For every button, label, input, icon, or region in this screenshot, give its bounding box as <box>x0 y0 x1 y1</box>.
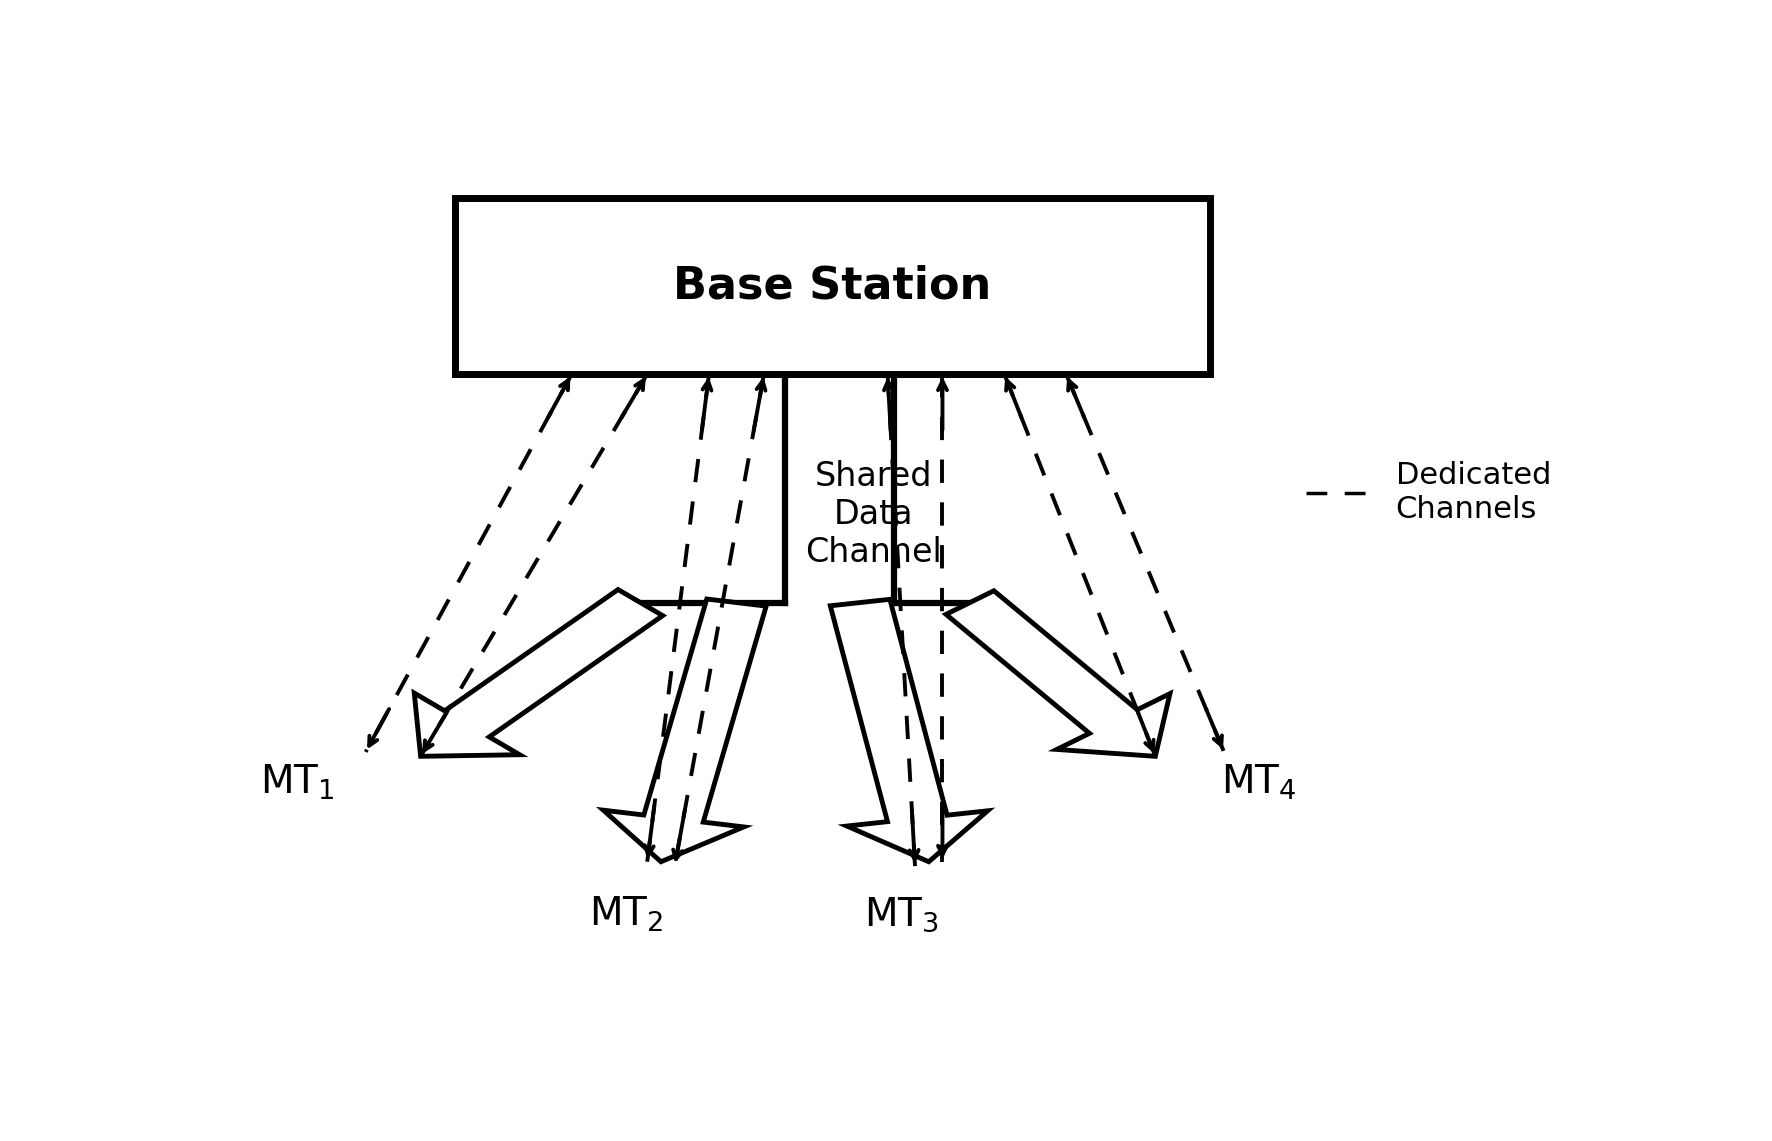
Text: MT$_4$: MT$_4$ <box>1221 763 1295 802</box>
Text: Dedicated
Channels: Dedicated Channels <box>1396 461 1550 524</box>
Text: MT$_2$: MT$_2$ <box>590 895 664 934</box>
Bar <box>455 199 1210 374</box>
Polygon shape <box>946 591 1170 756</box>
Text: MT$_3$: MT$_3$ <box>865 896 939 933</box>
Text: Shared
Data
Channel: Shared Data Channel <box>806 460 943 569</box>
Polygon shape <box>831 599 987 861</box>
Text: Base Station: Base Station <box>673 265 992 308</box>
Polygon shape <box>602 599 766 861</box>
Text: MT$_1$: MT$_1$ <box>260 763 335 802</box>
Polygon shape <box>415 590 663 756</box>
